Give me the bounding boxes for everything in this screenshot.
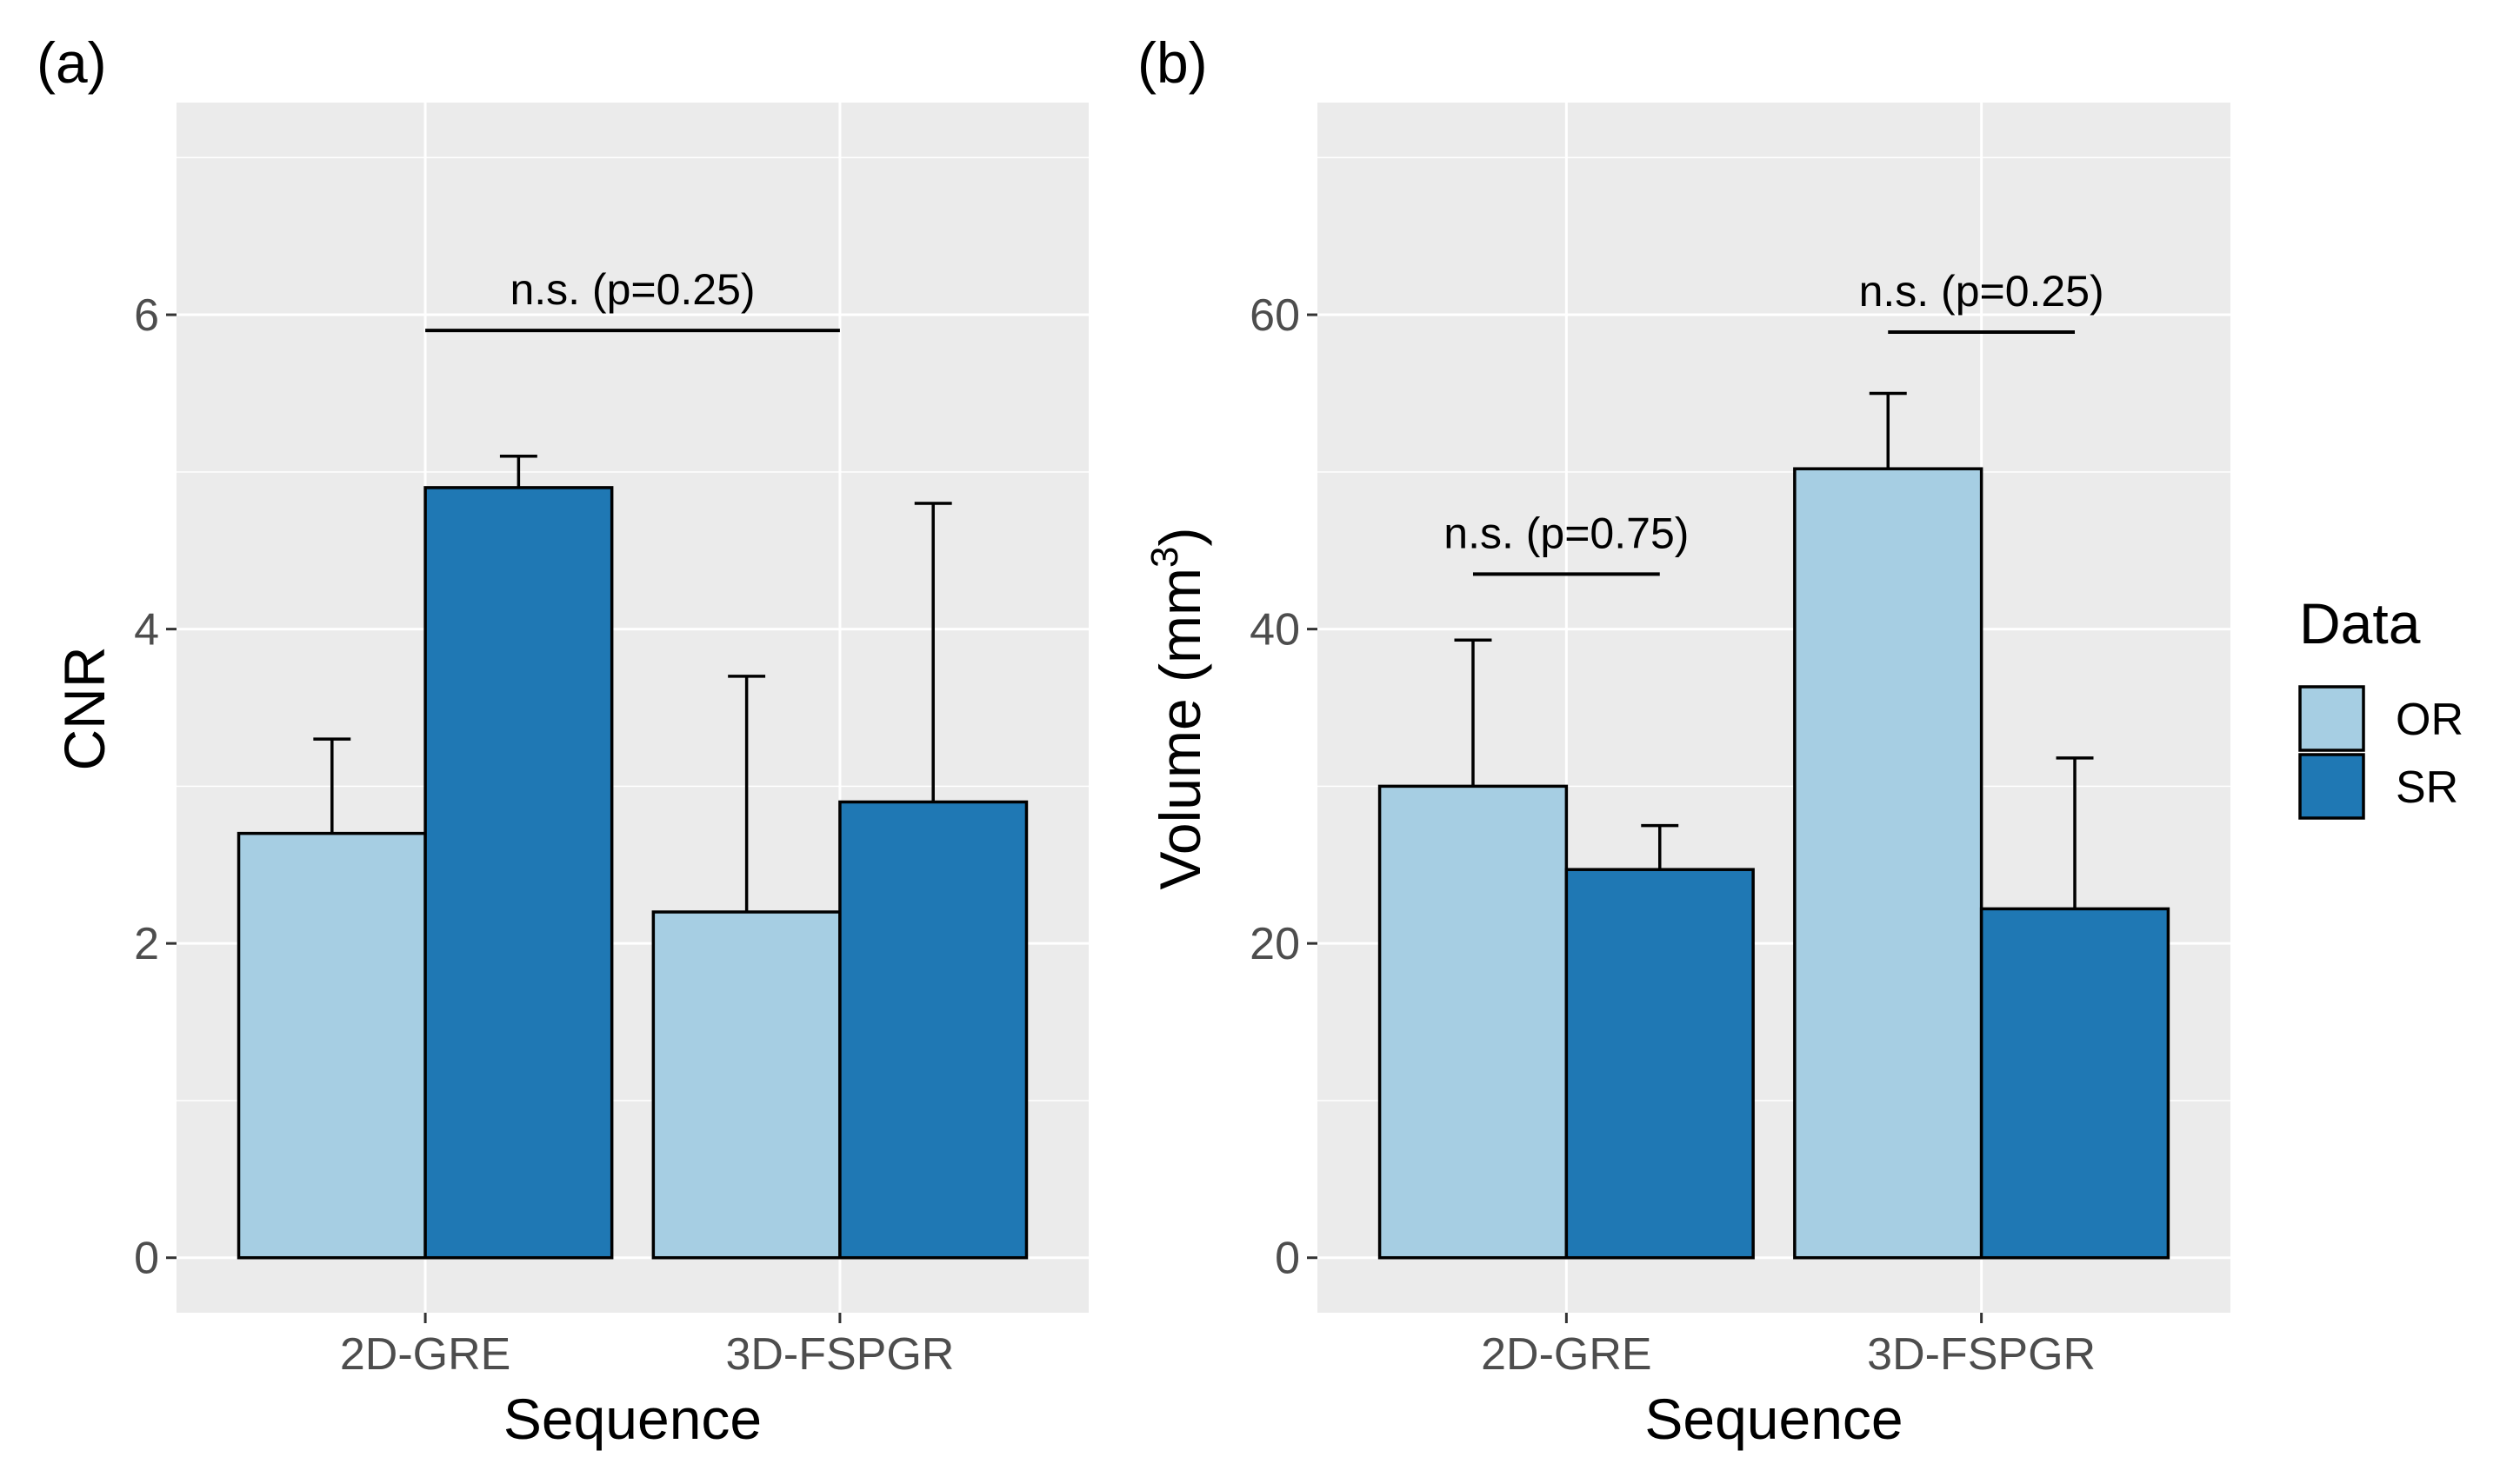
y-tick-label: 20 [1250,919,1300,969]
bar-sr-2d-gre [423,486,614,1260]
legend-label-sr: SR [2396,762,2458,813]
significance-label: n.s. (p=0.75) [1443,509,1689,557]
y-axis-title: CNR [52,647,117,771]
bar-or-3d-fspgr [651,910,842,1260]
legend: Data OR SR [2298,591,2463,820]
legend-title: Data [2299,591,2421,655]
significance-label: n.s. (p=0.25) [1859,267,2104,316]
x-tick-label: 3D-FSPGR [725,1329,954,1380]
panel-b-volume-chart: 0 20 40 60 2D-GRE 3D-FSPGR n.s. (p=0.75) n.s. (… [1137,30,2230,1451]
x-axis-title: Sequence [1644,1387,1903,1451]
significance-label: n.s. (p=0.25) [510,265,755,314]
legend-label-or: OR [2396,695,2463,745]
bar-or-3d-fspgr [1793,467,1983,1260]
bar-or-2d-gre [1377,784,1569,1260]
legend-key-sr [2298,753,2365,820]
y-tick-label: 6 [134,290,159,341]
x-tick-label: 3D-FSPGR [1867,1329,2096,1380]
y-tick-label: 40 [1250,605,1300,655]
x-tick-label: 2D-GRE [340,1329,510,1380]
x-tick-label: 2D-GRE [1481,1329,1651,1380]
panel-label: (b) [1137,30,1208,95]
bar-sr-2d-gre [1564,868,1755,1260]
y-tick-label: 4 [134,605,159,655]
panel-label: (a) [37,30,107,95]
bar-or-2d-gre [237,831,427,1260]
y-axis-title: Volume (mm3) [1143,528,1212,890]
y-tick-label: 0 [1275,1234,1300,1284]
y-tick-label: 60 [1250,290,1300,341]
x-axis-title: Sequence [503,1387,762,1451]
bar-sr-3d-fspgr [1979,907,2170,1260]
y-tick-label: 0 [134,1234,159,1284]
bar-sr-3d-fspgr [838,800,1029,1260]
legend-key-or [2298,685,2365,752]
y-tick-label: 2 [134,919,159,969]
panel-a-cnr-chart: 0 2 4 6 2D-GRE 3D-FSPGR n.s. (p=0.25) Sequence C… [37,30,1089,1451]
